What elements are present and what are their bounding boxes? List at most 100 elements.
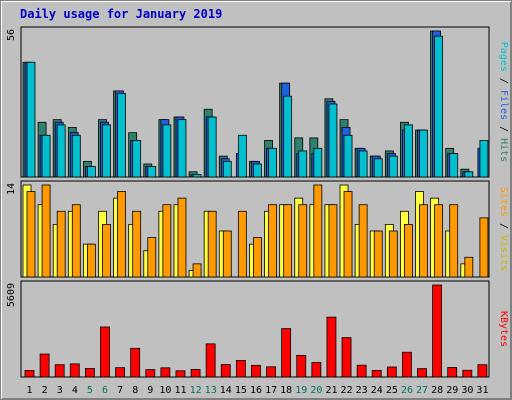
x-tick-label-19: 19 xyxy=(295,385,307,396)
x-tick-label-26: 26 xyxy=(401,385,413,396)
pages-bar-22 xyxy=(343,134,353,178)
x-tick-label-14: 14 xyxy=(220,385,232,396)
sites-bar-24 xyxy=(373,230,383,278)
pages-bar-20 xyxy=(313,147,323,178)
legend-sites-visits: Sites / Visits xyxy=(498,187,509,271)
sites-bar-4 xyxy=(71,204,81,278)
x-tick-label-27: 27 xyxy=(416,385,428,396)
pages-bar-29 xyxy=(449,153,459,178)
pages-bar-1 xyxy=(26,61,36,178)
kbytes-bar-1 xyxy=(24,370,35,378)
sites-bar-8 xyxy=(132,210,142,278)
kbytes-bar-3 xyxy=(54,364,65,378)
sites-bar-5 xyxy=(86,243,96,278)
kbytes-bar-10 xyxy=(160,367,171,378)
kbytes-bar-20 xyxy=(311,362,322,378)
sites-bar-20 xyxy=(313,184,323,278)
x-tick-label-12: 12 xyxy=(190,385,202,396)
pages-bar-17 xyxy=(268,147,277,178)
sites-bar-2 xyxy=(41,184,51,278)
kbytes-bar-25 xyxy=(386,366,397,378)
pages-bar-30 xyxy=(464,171,474,178)
x-tick-label-23: 23 xyxy=(356,385,368,396)
x-tick-label-4: 4 xyxy=(72,385,78,396)
kbytes-bar-22 xyxy=(341,337,352,378)
x-tick-label-6: 6 xyxy=(102,385,108,396)
sites-bar-13 xyxy=(207,210,217,278)
x-tick-label-13: 13 xyxy=(205,385,217,396)
kbytes-bar-23 xyxy=(356,364,367,378)
x-tick-label-16: 16 xyxy=(250,385,262,396)
sites-bar-25 xyxy=(388,230,398,278)
chart-title: Daily usage for January 2019 xyxy=(20,7,223,21)
pages-bar-2 xyxy=(41,134,51,178)
x-tick-label-21: 21 xyxy=(325,385,337,396)
kbytes-bar-13 xyxy=(205,343,216,378)
x-tick-label-24: 24 xyxy=(371,385,383,396)
pages-bar-18 xyxy=(283,95,293,178)
sites-bar-6 xyxy=(102,224,111,278)
x-tick-label-17: 17 xyxy=(265,385,277,396)
x-tick-label-7: 7 xyxy=(117,385,123,396)
sites-bar-30 xyxy=(464,256,474,278)
kbytes-bar-15 xyxy=(235,360,246,378)
pages-bar-14 xyxy=(222,160,232,178)
x-tick-label-5: 5 xyxy=(87,385,93,396)
kbytes-bar-11 xyxy=(175,370,186,378)
kbytes-bar-17 xyxy=(266,366,276,378)
x-tick-label-29: 29 xyxy=(446,385,458,396)
kbytes-bar-21 xyxy=(326,316,337,378)
pages-bar-31 xyxy=(479,140,489,178)
pages-bar-12 xyxy=(192,173,202,178)
sites-bar-1 xyxy=(26,191,36,278)
legend-kbytes: KBytes xyxy=(498,311,509,347)
pages-bar-13 xyxy=(207,116,217,178)
x-tick-label-2: 2 xyxy=(42,385,48,396)
x-tick-label-20: 20 xyxy=(310,385,322,396)
pages-bar-11 xyxy=(177,119,187,178)
sites-bar-12 xyxy=(192,263,202,278)
sites-bar-27 xyxy=(419,204,428,278)
pages-bar-10 xyxy=(162,124,172,178)
sites-bar-16 xyxy=(253,237,262,278)
kbytes-bar-29 xyxy=(447,367,458,378)
x-tick-label-18: 18 xyxy=(280,385,292,396)
sites-bar-17 xyxy=(268,204,277,278)
kbytes-bar-4 xyxy=(69,363,80,378)
x-tick-label-22: 22 xyxy=(341,385,353,396)
sites-bar-11 xyxy=(177,197,187,278)
top-ytick-label: 56 xyxy=(6,29,17,41)
middle-ytick-label: 14 xyxy=(6,183,17,195)
x-tick-label-11: 11 xyxy=(174,385,186,396)
kbytes-bar-5 xyxy=(84,368,95,378)
x-tick-label-8: 8 xyxy=(132,385,138,396)
sites-bar-7 xyxy=(117,191,126,278)
sites-bar-3 xyxy=(56,210,66,278)
pages-bar-16 xyxy=(253,163,262,178)
pages-bar-5 xyxy=(86,166,96,178)
kbytes-bar-16 xyxy=(251,364,261,378)
kbytes-bar-26 xyxy=(402,351,412,378)
sites-bar-19 xyxy=(298,204,308,278)
pages-bar-7 xyxy=(117,93,126,178)
sites-bar-21 xyxy=(328,204,338,278)
kbytes-bar-9 xyxy=(145,369,156,378)
sites-bar-23 xyxy=(358,204,368,278)
pages-bar-28 xyxy=(434,35,444,178)
kbytes-bar-6 xyxy=(100,326,110,378)
pages-bar-9 xyxy=(147,166,157,178)
kbytes-bar-2 xyxy=(39,353,50,378)
kbytes-bar-24 xyxy=(371,370,382,378)
x-tick-label-25: 25 xyxy=(386,385,398,396)
bottom-ytick-label: 5609 xyxy=(6,283,17,307)
sites-bar-26 xyxy=(404,224,413,278)
pages-bar-26 xyxy=(404,124,413,178)
pages-bar-25 xyxy=(388,155,398,178)
sites-bar-14 xyxy=(222,230,232,278)
kbytes-bar-19 xyxy=(296,354,307,378)
pages-bar-3 xyxy=(56,124,66,178)
panel-bottom-area xyxy=(20,280,490,378)
kbytes-bar-18 xyxy=(281,328,292,378)
pages-bar-4 xyxy=(71,134,81,178)
